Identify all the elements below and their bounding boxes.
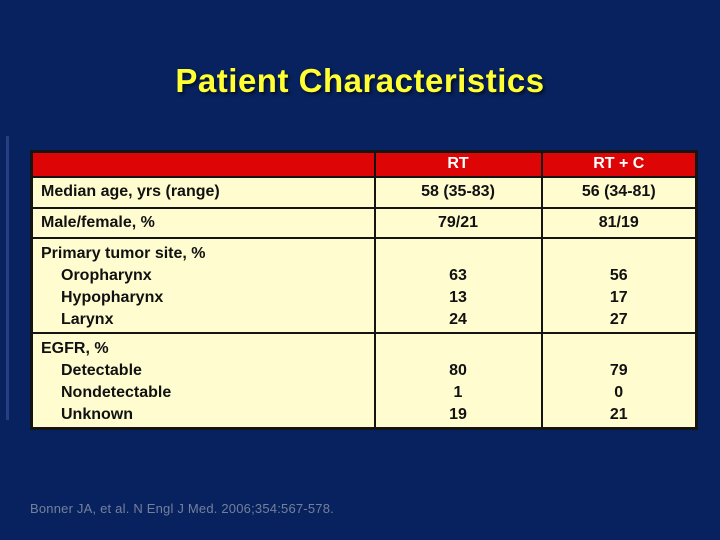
- value-line: 80: [449, 361, 467, 379]
- value-line: 63: [449, 266, 467, 284]
- left-accent-line: [6, 136, 9, 420]
- cell-median-age-rt-c: 56 (34-81): [540, 175, 698, 209]
- citation-text: Bonner JA, et al. N Engl J Med. 2006;354…: [30, 501, 334, 516]
- sub-label-oropharynx: Oropharynx: [61, 266, 152, 284]
- value-line: 56: [609, 266, 628, 284]
- sub-label-hypopharynx: Hypopharynx: [61, 288, 164, 306]
- row-label-primary-tumor-site: Primary tumor site, % Oropharynx Hypopha…: [30, 236, 376, 334]
- table-row-egfr: EGFR, % Detectable Nondetectable Unknown…: [30, 331, 698, 429]
- value-line: 17: [609, 288, 628, 306]
- value-line: 27: [609, 310, 628, 328]
- slide-title: Patient Characteristics: [175, 62, 545, 99]
- value-line: 13: [449, 288, 467, 306]
- cell-egfr-rt: 80 1 19: [373, 331, 543, 429]
- value-line: 19: [449, 405, 467, 423]
- cell-median-age-rt: 58 (35-83): [373, 175, 543, 209]
- table-row-male-female: Male/female, % 79/21 81/19: [30, 206, 698, 239]
- cell-primary-tumor-site-rt: 63 13 24: [373, 236, 543, 334]
- row-label-egfr: EGFR, % Detectable Nondetectable Unknown: [30, 331, 376, 429]
- table-row-primary-tumor-site: Primary tumor site, % Oropharynx Hypopha…: [30, 236, 698, 334]
- header-empty-cell: [30, 150, 376, 178]
- cell-egfr-rt-c: 79 0 21: [540, 331, 698, 429]
- cell-primary-tumor-site-rt-c: 56 17 27: [540, 236, 698, 334]
- table-row-median-age: Median age, yrs (range) 58 (35-83) 56 (3…: [30, 175, 698, 209]
- row-label-male-female: Male/female, %: [30, 206, 376, 239]
- header-rt-plus-c: RT + C: [540, 150, 698, 178]
- blank-line: [544, 243, 695, 265]
- blank-line: [377, 243, 540, 265]
- sub-label-unknown: Unknown: [61, 405, 133, 423]
- cell-male-female-rt-c: 81/19: [540, 206, 698, 239]
- cell-male-female-rt: 79/21: [373, 206, 543, 239]
- category-label: Primary tumor site, %: [41, 244, 206, 262]
- value-line: 79: [609, 361, 628, 379]
- sub-label-nondetectable: Nondetectable: [61, 383, 172, 401]
- value-line: 0: [614, 383, 624, 401]
- sub-label-detectable: Detectable: [61, 361, 142, 379]
- table-header-row: RT RT + C: [30, 150, 698, 178]
- category-label: EGFR, %: [41, 339, 109, 357]
- value-line: 21: [609, 405, 628, 423]
- blank-line: [377, 338, 540, 360]
- sub-label-larynx: Larynx: [61, 310, 114, 328]
- value-line: 1: [453, 383, 463, 401]
- row-label-median-age: Median age, yrs (range): [30, 175, 376, 209]
- blank-line: [544, 338, 695, 360]
- value-line: 24: [449, 310, 467, 328]
- header-rt: RT: [373, 150, 543, 178]
- patient-characteristics-table: RT RT + C Median age, yrs (range) 58 (35…: [30, 150, 698, 430]
